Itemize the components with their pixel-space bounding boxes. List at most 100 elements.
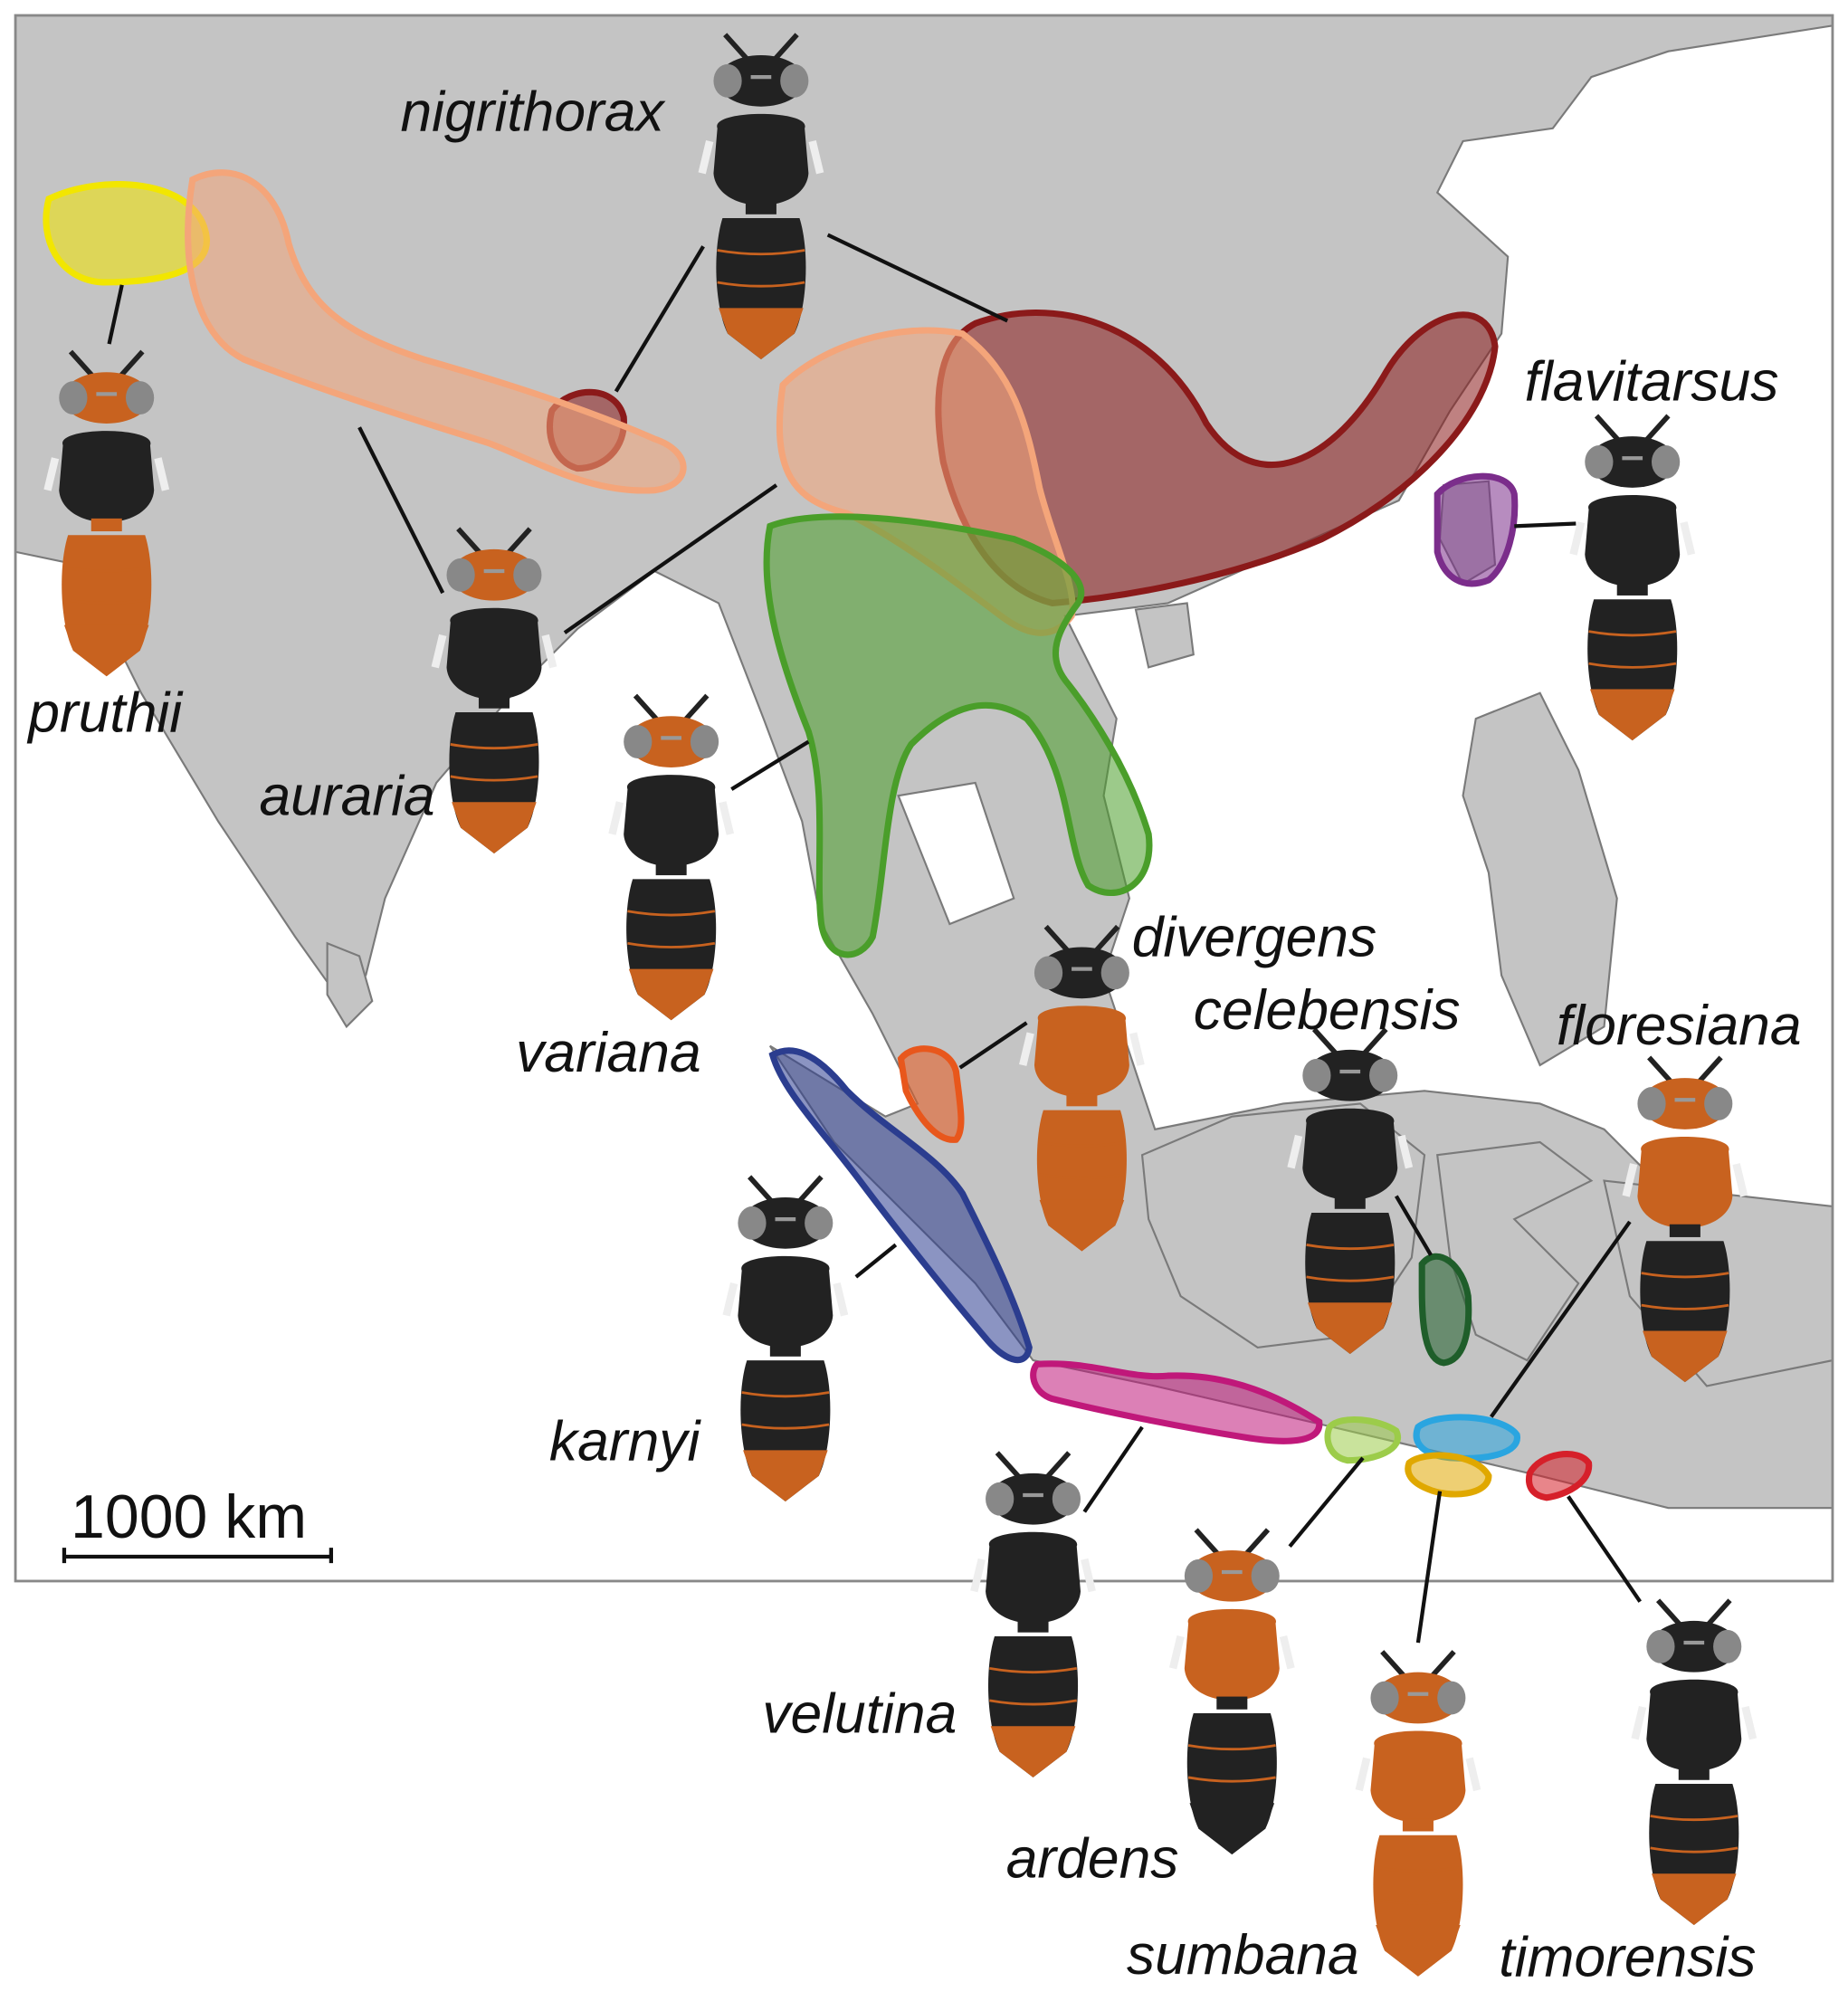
abdomen-band [989,1699,1077,1706]
petiole [769,1343,801,1357]
antennae [633,693,710,723]
wasp-nigrithorax [698,33,824,360]
antennae [1380,1650,1456,1680]
abdomen-tip [1307,1302,1393,1354]
petiole [1066,1093,1098,1107]
wasp-thorax [59,431,155,523]
abdomen-band [62,597,151,605]
abdomen-tip [628,968,714,1021]
connector-timorensis [1567,1495,1642,1603]
connector-flavitarsus [1514,521,1577,529]
wasp-head [1650,1620,1738,1673]
antennae [1655,1598,1732,1628]
antennae [723,33,799,62]
abdomen-band [450,775,538,782]
wings [1355,1757,1481,1792]
abdomen-tip [63,624,149,677]
wasp-head [1038,947,1126,999]
label-variana: variana [516,1022,701,1084]
label-celebensis: celebensis [1194,979,1461,1042]
compound-eye [624,725,653,759]
abdomen-band [450,743,538,750]
range-timorensis [1526,1451,1593,1501]
range-polygons [43,169,1593,1501]
label-nigrithorax: nigrithorax [400,81,666,144]
compound-eye [780,63,809,98]
wasp-divergens [1019,924,1145,1252]
abdomen-band [1037,1140,1126,1148]
label-velutina: velutina [762,1682,957,1745]
wasp-thorax [1302,1108,1398,1200]
wasp-thorax [624,775,719,867]
wasp-karnyi [722,1175,849,1502]
compound-eye [713,63,742,98]
abdomen-band [1374,1865,1462,1873]
abdomen-band [627,941,716,948]
abdomen-band [1650,1846,1738,1854]
wasp-head [989,1473,1077,1525]
abdomen-band [717,249,805,256]
wings [1622,1163,1748,1197]
wasp-thorax [738,1255,834,1348]
wasp-ardens [1168,1528,1295,1855]
label-pruthii: pruthii [26,681,184,744]
wasp-head [1588,436,1676,488]
antennae [1594,414,1671,443]
petiole [1669,1224,1700,1237]
connector-celebensis [1394,1195,1433,1256]
abdomen-band [1650,1815,1738,1822]
wings [722,1282,849,1317]
wasp-sumbana [1355,1650,1481,1977]
label-divergens: divergens [1132,906,1376,968]
wings [1287,1134,1414,1169]
abdomen-tip [1589,689,1675,741]
connector-ardens [1288,1456,1365,1549]
range-floresiana [1413,1414,1520,1462]
abdomen-tip [743,1450,828,1502]
wasp-head [1641,1078,1729,1129]
range-karnyi [768,1047,1033,1364]
compound-eye [1646,1629,1675,1663]
wasp-velutina [970,1451,1096,1777]
wasp-thorax [1637,1136,1733,1229]
antennae [1043,924,1120,955]
label-floresiana: floresiana [1557,995,1801,1057]
connector-auraria [357,426,445,595]
abdomen-band [1306,1244,1395,1251]
antennae [456,527,532,557]
abdomen-band [1187,1776,1276,1783]
petiole [1334,1196,1366,1209]
abdomen-tip [452,802,537,853]
petiole [1678,1767,1710,1780]
compound-eye [1713,1629,1742,1663]
connector-lines [107,233,1642,1644]
abdomen-band [1037,1173,1126,1180]
abdomen-tip [1039,1199,1125,1252]
petiole [1216,1696,1248,1710]
abdomen-band [1641,1303,1729,1310]
wasp-thorax [986,1531,1081,1624]
petiole [1616,582,1648,596]
wasp-timorensis [1631,1598,1758,1925]
compound-eye [986,1482,1014,1516]
scale-bar-label: 1000 km [71,1482,307,1551]
wasp-head [741,1196,830,1249]
wasp-thorax [446,607,542,700]
abdomen-band [1306,1275,1395,1282]
wasp-thorax [1034,1006,1129,1098]
wasp-celebensis [1287,1027,1414,1354]
wings [1569,521,1696,556]
wasp-variana [608,693,735,1021]
label-ardens: ardens [1006,1828,1179,1891]
wasp-thorax [1585,494,1681,587]
abdomen-tip [719,308,804,360]
antennae [748,1175,824,1205]
wasp-head [627,716,715,767]
species-labels: nigrithorax pruthii auraria variana flavitar… [26,81,1801,1989]
petiole [1017,1619,1049,1633]
compound-eye [738,1206,767,1240]
petiole [1402,1818,1434,1832]
wasp-floresiana [1622,1055,1748,1383]
compound-eye [1251,1558,1280,1593]
